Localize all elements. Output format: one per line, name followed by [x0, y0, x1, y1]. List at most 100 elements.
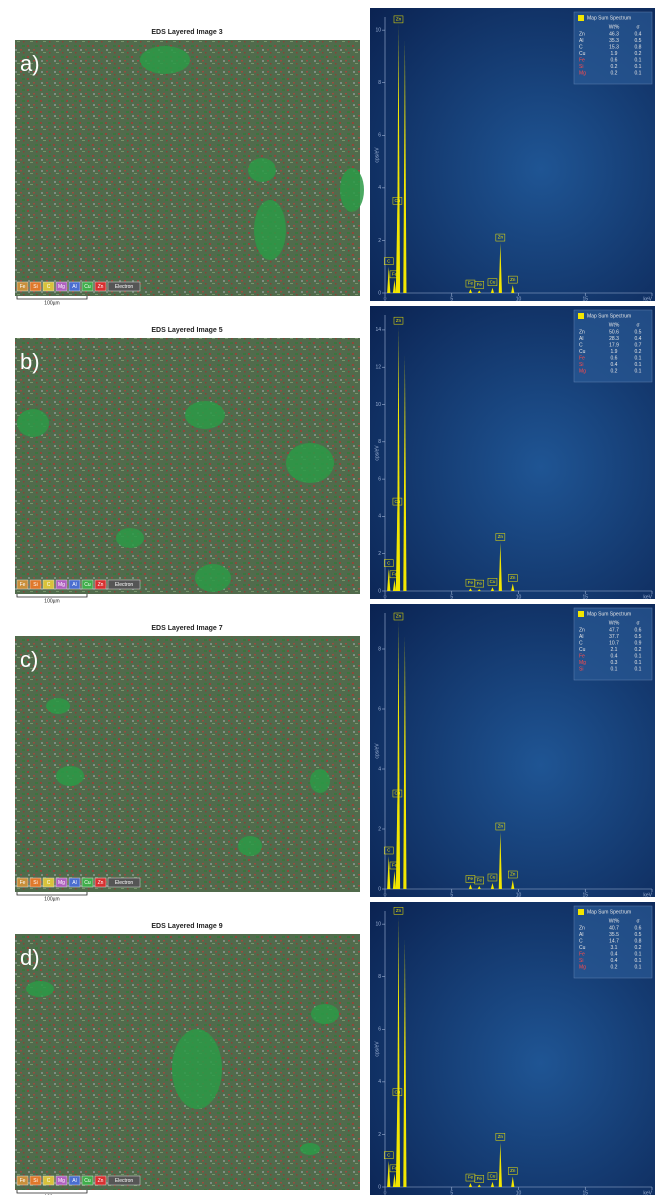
table-element: C [579, 640, 583, 646]
element-label: Cu [84, 1178, 91, 1184]
table-element: Si [579, 362, 583, 368]
peak-label: Zn [498, 534, 504, 539]
table-sigma: 0.4 [635, 336, 642, 342]
element-label: C [47, 284, 51, 290]
table-wt: 40.7 [609, 925, 619, 931]
element-label: Zn [98, 284, 104, 290]
peak-label: Fe [477, 878, 483, 883]
green-phase [311, 1004, 339, 1024]
table-element: Mg [579, 70, 586, 76]
x-tick-label: 0 [384, 594, 387, 600]
table-element: Mg [579, 660, 586, 666]
table-wt: 46.3 [609, 31, 619, 37]
table-wt: 0.2 [611, 964, 618, 970]
green-phase [172, 1029, 222, 1109]
table-sigma: 0.2 [635, 51, 642, 57]
table-sigma: 0.5 [635, 329, 642, 335]
table-wt: 0.4 [611, 362, 618, 368]
x-tick-label: keV [643, 296, 652, 302]
table-sigma: 0.1 [635, 70, 642, 76]
y-tick-label: 6 [378, 476, 381, 482]
x-tick-label: 10 [516, 1190, 522, 1195]
y-tick-label: 6 [378, 1027, 381, 1033]
micrograph-shade [15, 636, 360, 892]
green-phase [286, 443, 334, 483]
scale-label: 100µm [44, 300, 59, 306]
table-element: Fe [579, 57, 585, 63]
y-tick-label: 8 [378, 439, 381, 445]
green-phase [56, 766, 84, 786]
panel-label: d) [20, 945, 40, 970]
table-element: C [579, 938, 583, 944]
table-element: Al [579, 336, 583, 342]
table-element: C [579, 44, 583, 50]
y-axis-label: cps/eV [374, 147, 380, 163]
scale-bar [17, 594, 87, 597]
legend-title: Map Sum Spectrum [587, 611, 631, 617]
table-sigma: 0.1 [635, 368, 642, 374]
element-label: Al [72, 880, 76, 886]
element-label: Fe [20, 582, 26, 588]
image-title: EDS Layered Image 5 [151, 327, 222, 334]
table-sigma: 0.1 [635, 355, 642, 361]
y-tick-label: 14 [375, 327, 381, 333]
peak-label: Fe [468, 876, 474, 881]
table-wt: 47.7 [609, 627, 619, 633]
image-title: EDS Layered Image 7 [151, 625, 222, 632]
peak-label: Cu [490, 279, 496, 284]
table-header: Wt% [609, 620, 620, 626]
y-tick-label: 4 [378, 1079, 381, 1085]
y-tick-label: 0 [378, 1184, 381, 1190]
legend-swatch [578, 313, 584, 319]
peak-label: Fe [477, 282, 483, 287]
table-wt: 37.7 [609, 634, 619, 640]
peak-label: Zn [396, 318, 402, 323]
table-wt: 0.4 [611, 958, 618, 964]
element-label: Al [72, 284, 76, 290]
element-label: C [47, 880, 51, 886]
legend-swatch [578, 15, 584, 21]
y-tick-label: 6 [378, 706, 381, 712]
green-phase [340, 168, 364, 212]
table-wt: 0.6 [611, 57, 618, 63]
table-element: Cu [579, 647, 586, 653]
table-element: Si [579, 64, 583, 70]
table-element: Fe [579, 355, 585, 361]
peak-label: Zn [396, 17, 402, 22]
table-sigma: 0.1 [635, 660, 642, 666]
green-phase [46, 698, 70, 714]
table-element: Cu [579, 349, 586, 355]
table-wt: 10.7 [609, 640, 619, 646]
y-tick-label: 2 [378, 826, 381, 832]
legend-title: Map Sum Spectrum [587, 909, 631, 915]
legend-title: Map Sum Spectrum [587, 15, 631, 21]
table-wt: 3.1 [611, 945, 618, 951]
table-wt: 0.2 [611, 64, 618, 70]
element-label: Cu [84, 284, 91, 290]
panel-label: a) [20, 51, 40, 76]
table-wt: 0.2 [611, 70, 618, 76]
peak-label: Fe [468, 580, 474, 585]
peak-label: Cu [490, 1173, 496, 1178]
element-label: Mg [58, 1178, 65, 1184]
x-tick-label: 10 [516, 296, 522, 302]
image-title: EDS Layered Image 9 [151, 923, 222, 930]
peak-label: Zn [498, 824, 504, 829]
table-sigma: 0.5 [635, 38, 642, 44]
y-tick-label: 4 [378, 185, 381, 191]
green-phase [238, 836, 262, 856]
green-phase [26, 981, 54, 997]
x-tick-label: 15 [582, 892, 588, 898]
table-wt: 50.6 [609, 329, 619, 335]
table-element: Fe [579, 653, 585, 659]
element-label: Mg [58, 880, 65, 886]
y-tick-label: 2 [378, 1132, 381, 1138]
y-tick-label: 10 [375, 402, 381, 408]
y-tick-label: 8 [378, 80, 381, 86]
legend-swatch [578, 611, 584, 617]
table-sigma: 0.2 [635, 945, 642, 951]
element-label: Si [33, 582, 37, 588]
table-sigma: 0.8 [635, 938, 642, 944]
green-phase [195, 564, 231, 592]
element-label: Si [33, 880, 37, 886]
